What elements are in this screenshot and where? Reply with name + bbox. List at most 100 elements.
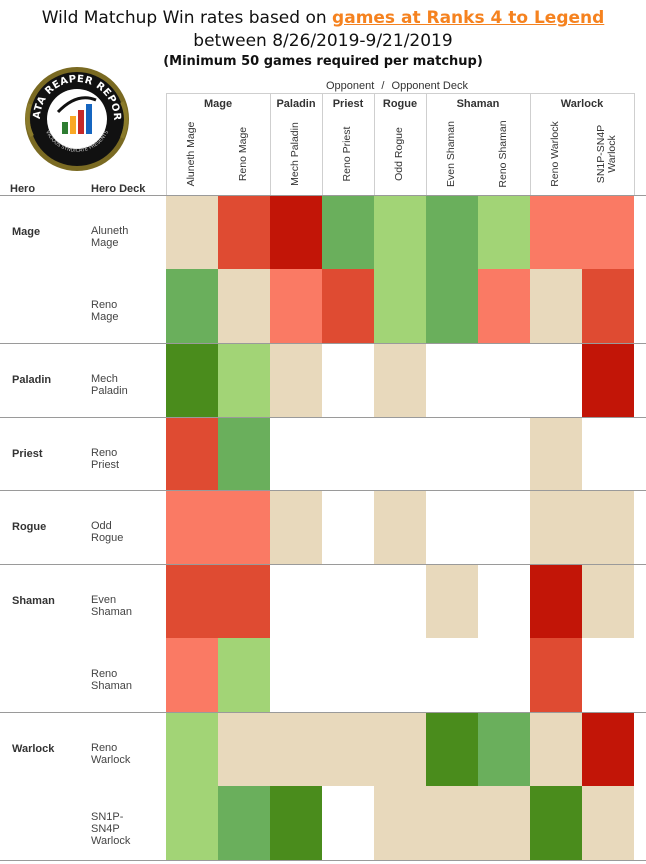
minimum-games-note: (Minimum 50 games required per matchup) <box>163 54 483 69</box>
column-group-divider <box>530 93 531 195</box>
heatmap-cell <box>270 490 322 564</box>
heatmap-cell <box>218 269 270 343</box>
col-group-mage: Mage <box>203 98 233 110</box>
heatmap-cell <box>530 269 582 343</box>
opponent-sep: / <box>381 80 385 92</box>
heatmap-cell <box>166 195 218 269</box>
heatmap-cell <box>426 417 478 490</box>
heatmap-cell <box>374 269 426 343</box>
heatmap-cell <box>582 564 634 638</box>
heatmap-cell <box>322 195 374 269</box>
col-group-paladin: Paladin <box>276 98 316 110</box>
row-group-divider <box>0 343 646 344</box>
heatmap-cell <box>218 786 270 860</box>
heatmap-cell <box>374 638 426 712</box>
column-group-divider <box>426 93 427 195</box>
col-deck-label: Aluneth Mage <box>185 121 197 187</box>
heatmap-cell <box>530 786 582 860</box>
heatmap-cell <box>582 417 634 490</box>
col-deck-label: Reno Warlock <box>549 121 561 187</box>
row-class-mage: Mage <box>12 226 41 238</box>
row-deck-label: SN1P-SN4P Warlock <box>91 811 131 847</box>
date-range: between 8/26/2019-9/21/2019 <box>193 31 453 51</box>
col-deck-label: Odd Rogue <box>393 127 405 181</box>
col-deck-label: Reno Mage <box>237 126 249 182</box>
heatmap-cell <box>530 564 582 638</box>
row-deck-label: Reno Mage <box>91 299 119 323</box>
heatmap-cell <box>270 786 322 860</box>
heatmap-cell <box>582 490 634 564</box>
column-group-divider <box>634 93 635 195</box>
heatmap-cell <box>218 564 270 638</box>
ranks-link[interactable]: games at Ranks 4 to Legend <box>332 8 605 28</box>
heatmap-cell <box>478 638 530 712</box>
heatmap-cell <box>322 343 374 417</box>
row-group-divider <box>0 195 646 196</box>
heatmap-cell <box>582 269 634 343</box>
heatmap-cell <box>478 786 530 860</box>
heatmap-cell <box>374 786 426 860</box>
hero-deck-axis-label: Hero Deck <box>91 183 146 195</box>
heatmap-cell <box>270 638 322 712</box>
row-deck-label: Mech Paladin <box>91 373 128 397</box>
heatmap-cell <box>218 712 270 786</box>
row-deck-label: Reno Shaman <box>91 668 132 692</box>
row-group-divider <box>0 490 646 491</box>
heatmap-cell <box>218 490 270 564</box>
heatmap-cell <box>582 195 634 269</box>
heatmap-cell <box>582 712 634 786</box>
column-group-divider <box>270 93 271 195</box>
heatmap-cell <box>530 195 582 269</box>
row-deck-label: Aluneth Mage <box>91 225 129 249</box>
heatmap-cell <box>166 712 218 786</box>
heatmap-cell <box>426 195 478 269</box>
heatmap-cell <box>218 638 270 712</box>
heatmap-cell <box>530 712 582 786</box>
opponent-axis-label: Opponent / Opponent Deck <box>326 80 468 92</box>
title-prefix: Wild Matchup Win rates based on <box>41 8 333 28</box>
heatmap-cell <box>478 195 530 269</box>
heatmap-cell <box>374 195 426 269</box>
heatmap-cell <box>270 269 322 343</box>
heatmap-cell <box>166 564 218 638</box>
heatmap-cell <box>530 638 582 712</box>
heatmap-cell <box>322 564 374 638</box>
col-group-warlock: Warlock <box>560 98 604 110</box>
heatmap-cell <box>530 490 582 564</box>
heatmap-cell <box>270 195 322 269</box>
row-class-paladin: Paladin <box>12 374 52 386</box>
heatmap-cell <box>426 712 478 786</box>
heatmap-cell <box>166 269 218 343</box>
heatmap-cell <box>374 564 426 638</box>
heatmap-cell <box>322 417 374 490</box>
heatmap-cell <box>270 712 322 786</box>
row-deck-label: Reno Priest <box>91 446 120 471</box>
heatmap-cell <box>322 786 374 860</box>
row-deck-label: Even Shaman <box>91 594 132 618</box>
heatmap-cell <box>322 638 374 712</box>
row-group-divider <box>0 564 646 565</box>
heatmap-cell <box>218 343 270 417</box>
col-deck-label: Reno Shaman <box>497 120 509 188</box>
heatmap-cell <box>478 343 530 417</box>
heatmap-cell <box>582 343 634 417</box>
heatmap-cell <box>426 786 478 860</box>
col-group-priest: Priest <box>332 98 364 110</box>
grid-bottom-line <box>0 860 646 861</box>
heatmap-cell <box>478 564 530 638</box>
opponent-deck-label: Opponent Deck <box>391 80 468 92</box>
heatmap-cell <box>270 564 322 638</box>
heatmap-cell <box>374 490 426 564</box>
heatmap-cell <box>166 490 218 564</box>
row-deck-label: Reno Warlock <box>91 742 131 766</box>
heatmap-cell <box>478 417 530 490</box>
heatmap-cell <box>478 269 530 343</box>
heatmap-cell <box>322 269 374 343</box>
heatmap-cell <box>374 343 426 417</box>
column-group-divider <box>166 93 167 195</box>
heatmap-cell <box>166 638 218 712</box>
row-class-priest: Priest <box>12 448 43 460</box>
column-group-divider <box>322 93 323 195</box>
row-class-shaman: Shaman <box>12 595 55 607</box>
heatmap-cell <box>530 417 582 490</box>
